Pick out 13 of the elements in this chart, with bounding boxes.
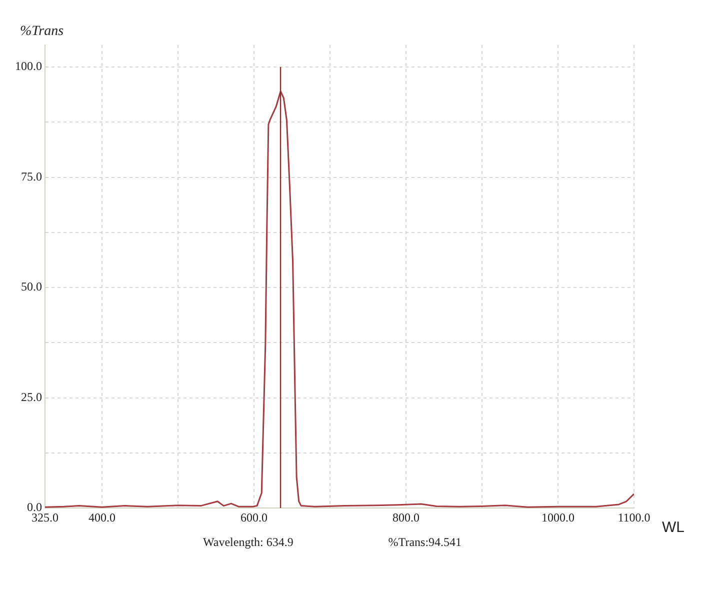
- y-tick-label: 25.0: [21, 390, 42, 404]
- y-tick-label: 50.0: [21, 280, 42, 294]
- x-tick-label: 1000.0: [542, 510, 574, 524]
- x-tick-label: 600.0: [240, 510, 268, 524]
- x-tick-label: 1100.0: [618, 510, 650, 524]
- y-tick-label: 100.0: [15, 59, 42, 74]
- y-tick-label: 75.0: [21, 169, 42, 184]
- text: Wavelength: 634.9: [203, 535, 294, 549]
- y-axis-title: %Trans: [20, 24, 64, 39]
- text: %Trans:94.541: [388, 535, 462, 549]
- x-axis-title: WL: [662, 519, 684, 536]
- x-tick-label: 400.0: [88, 510, 116, 524]
- x-tick-label: 800.0: [392, 510, 420, 524]
